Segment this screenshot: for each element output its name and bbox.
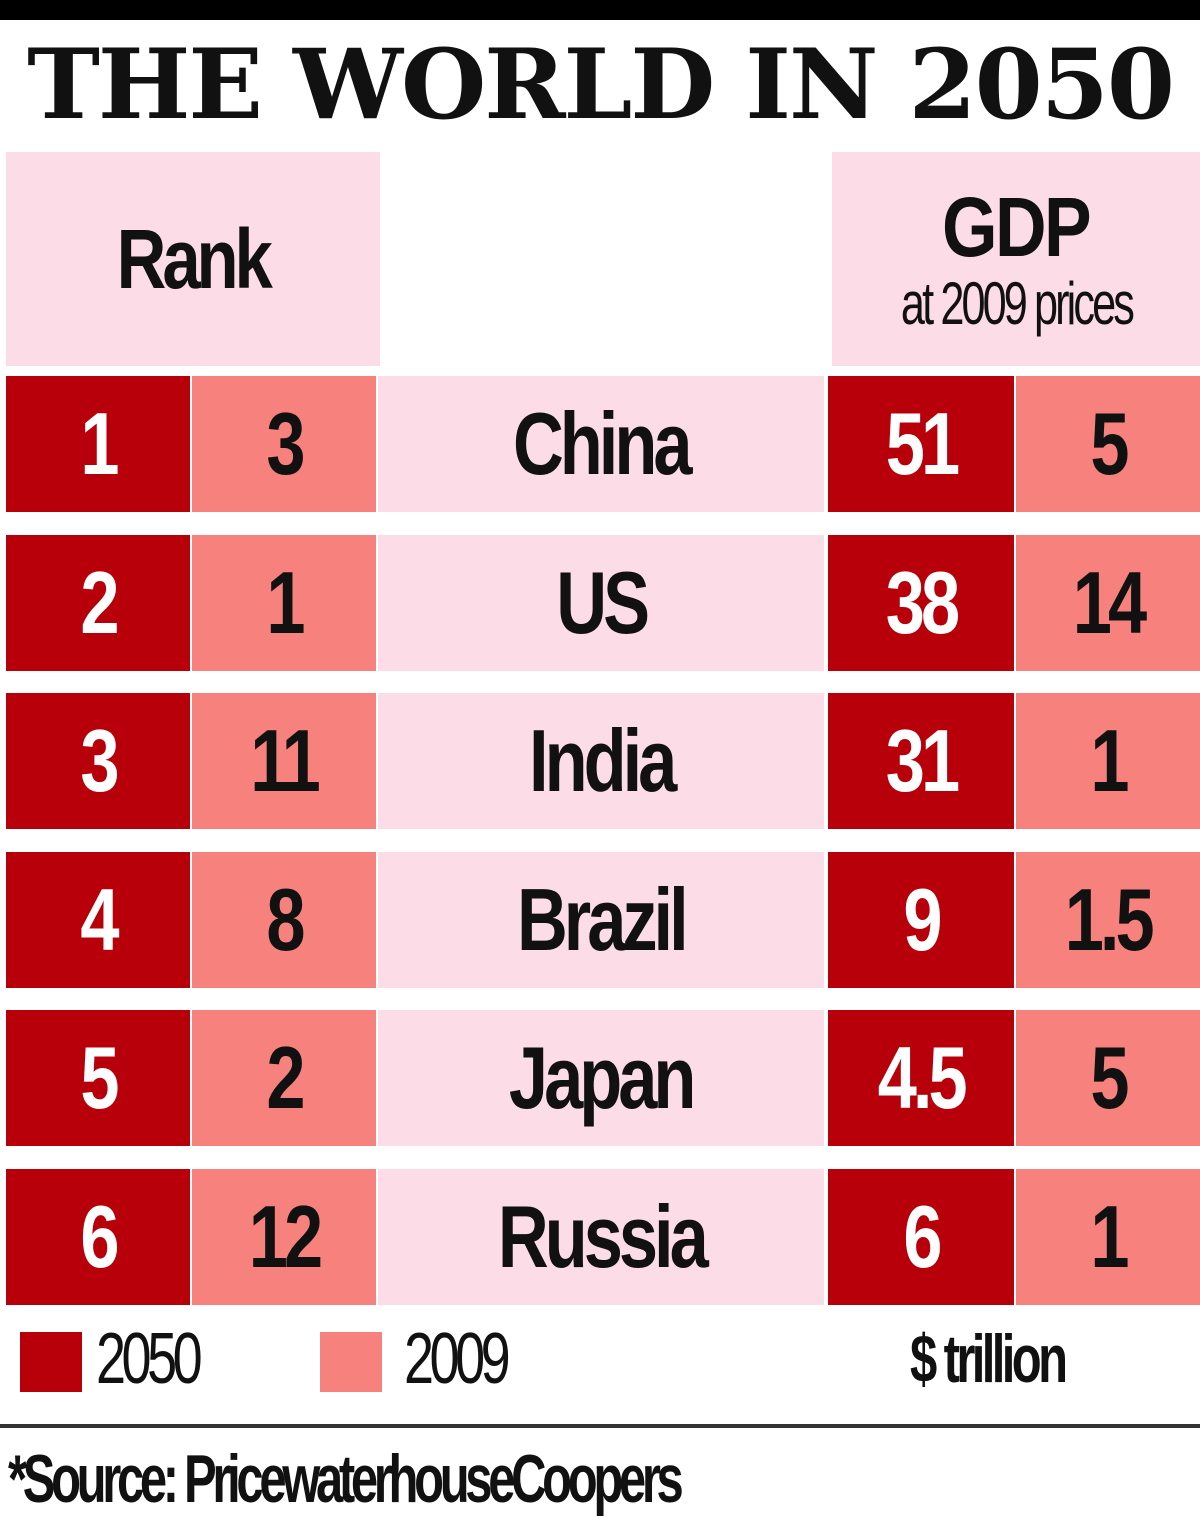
rank-2009-value: 11 bbox=[250, 711, 321, 810]
rank-2009-value: 12 bbox=[248, 1187, 323, 1286]
gdp-2009-cell: 1 bbox=[1016, 1169, 1200, 1305]
rank-2050-cell: 2 bbox=[6, 535, 190, 671]
gdp-2009-value: 1.5 bbox=[1065, 870, 1155, 969]
gdp-2050-cell: 31 bbox=[828, 693, 1014, 829]
source-note: *Source: PricewaterhouseCoopers bbox=[8, 1441, 684, 1517]
country-cell: US bbox=[378, 535, 824, 671]
country-value: US bbox=[556, 553, 650, 652]
rank-2050-cell: 5 bbox=[6, 1010, 190, 1146]
rank-2009-cell: 2 bbox=[192, 1010, 376, 1146]
country-value: Russia bbox=[497, 1187, 709, 1286]
rank-2050-cell: 6 bbox=[6, 1169, 190, 1305]
unit-label: $ trillion bbox=[910, 1321, 1068, 1397]
chart-title: THE WORLD IN 2050 bbox=[27, 28, 1175, 141]
gdp-2050-cell: 4.5 bbox=[828, 1010, 1014, 1146]
top-rule bbox=[0, 0, 1200, 20]
rank-2050-value: 5 bbox=[80, 1028, 119, 1127]
gdp-2009-value: 5 bbox=[1090, 1028, 1129, 1127]
rank-2009-cell: 3 bbox=[192, 376, 376, 512]
country-cell: Russia bbox=[378, 1169, 824, 1305]
country-cell: Brazil bbox=[378, 852, 824, 988]
rank-2050-value: 2 bbox=[80, 553, 119, 652]
gdp-2050-cell: 6 bbox=[828, 1169, 1014, 1305]
rank-2050-value: 1 bbox=[80, 394, 119, 493]
rank-2009-value: 2 bbox=[266, 1028, 305, 1127]
rank-2009-value: 3 bbox=[266, 394, 305, 493]
legend-swatch-2009 bbox=[320, 1332, 382, 1392]
gdp-2050-cell: 51 bbox=[828, 376, 1014, 512]
gdp-2050-cell: 38 bbox=[828, 535, 1014, 671]
legend-label-2009: 2009 bbox=[404, 1319, 511, 1399]
rank-2050-value: 3 bbox=[80, 711, 119, 810]
rank-2009-cell: 11 bbox=[192, 693, 376, 829]
country-value: Japan bbox=[509, 1028, 696, 1127]
gdp-2050-value: 6 bbox=[903, 1187, 942, 1286]
rank-2050-cell: 1 bbox=[6, 376, 190, 512]
gdp-2009-value: 5 bbox=[1090, 394, 1129, 493]
gdp-2009-cell: 1 bbox=[1016, 693, 1200, 829]
rank-2009-value: 1 bbox=[266, 553, 305, 652]
country-value: China bbox=[513, 394, 693, 493]
gdp-2009-cell: 14 bbox=[1016, 535, 1200, 671]
rank-2009-cell: 1 bbox=[192, 535, 376, 671]
gdp-2009-cell: 5 bbox=[1016, 376, 1200, 512]
gdp-header-sublabel: at 2009 prices bbox=[900, 270, 1134, 337]
rank-header-label: Rank bbox=[116, 211, 273, 306]
gdp-2050-value: 4.5 bbox=[878, 1028, 968, 1127]
gdp-header: GDP at 2009 prices bbox=[832, 152, 1200, 366]
rank-2050-value: 6 bbox=[80, 1187, 119, 1286]
legend-swatch-2050 bbox=[20, 1332, 82, 1392]
rank-2050-cell: 4 bbox=[6, 852, 190, 988]
country-value: India bbox=[528, 711, 677, 810]
gdp-2050-value: 31 bbox=[885, 711, 960, 810]
gdp-2050-value: 38 bbox=[885, 553, 960, 652]
gdp-2009-value: 1 bbox=[1090, 711, 1129, 810]
gdp-2050-cell: 9 bbox=[828, 852, 1014, 988]
rank-2050-cell: 3 bbox=[6, 693, 190, 829]
legend-label-2050: 2050 bbox=[96, 1319, 203, 1399]
gdp-2050-value: 51 bbox=[885, 394, 960, 493]
gdp-2009-value: 1 bbox=[1090, 1187, 1129, 1286]
gdp-2009-value: 14 bbox=[1072, 553, 1147, 652]
rank-2009-value: 8 bbox=[266, 870, 305, 969]
footer-divider bbox=[0, 1424, 1200, 1428]
rank-header: Rank bbox=[6, 152, 380, 366]
rank-2050-value: 4 bbox=[80, 870, 119, 969]
rank-2009-cell: 12 bbox=[192, 1169, 376, 1305]
gdp-2009-cell: 5 bbox=[1016, 1010, 1200, 1146]
country-cell: China bbox=[378, 376, 824, 512]
gdp-header-label: GDP bbox=[942, 180, 1092, 274]
country-cell: India bbox=[378, 693, 824, 829]
country-cell: Japan bbox=[378, 1010, 824, 1146]
country-value: Brazil bbox=[517, 870, 689, 969]
rank-2009-cell: 8 bbox=[192, 852, 376, 988]
gdp-2009-cell: 1.5 bbox=[1016, 852, 1200, 988]
gdp-2050-value: 9 bbox=[903, 870, 942, 969]
